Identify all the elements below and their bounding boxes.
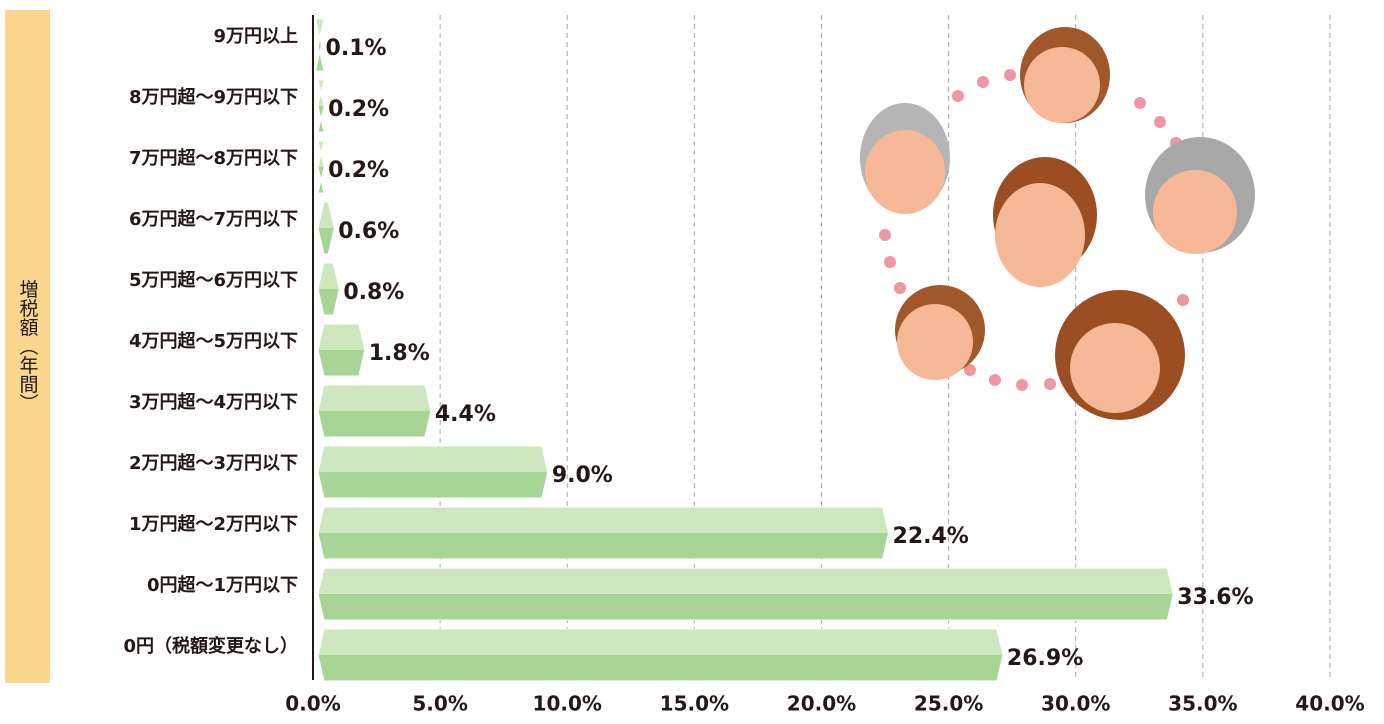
y-tick-label: 2万円超～3万円以下 [129, 452, 298, 474]
x-tick-label: 25.0% [914, 692, 983, 716]
x-tick-label: 10.0% [533, 692, 602, 716]
value-label: 0.8% [343, 280, 404, 305]
value-label: 4.4% [435, 402, 496, 427]
bar [318, 263, 339, 315]
y-tick-label: 7万円超～8万円以下 [129, 147, 298, 169]
bar [318, 202, 334, 254]
y-tick-label: 6万円超～7万円以下 [129, 208, 298, 230]
x-tick-label: 40.0% [1295, 692, 1364, 716]
bar [318, 507, 889, 559]
x-tick-label: 30.0% [1041, 692, 1110, 716]
x-tick-label: 35.0% [1168, 692, 1237, 716]
value-label: 22.4% [893, 524, 969, 549]
value-label: 0.1% [326, 36, 387, 61]
y-tick-label: 9万円以上 [213, 26, 298, 47]
y-tick-label: 8万円超～9万円以下 [129, 86, 298, 108]
y-tick-label: 0円超～1万円以下 [147, 574, 298, 596]
bar [318, 324, 365, 376]
y-tick-label: 4万円超～5万円以下 [129, 330, 298, 352]
value-label: 0.2% [328, 158, 389, 183]
value-label: 26.9% [1007, 646, 1083, 671]
x-tick-label: 0.0% [285, 692, 340, 716]
value-label: 0.2% [328, 97, 389, 122]
bar [318, 568, 1173, 620]
bar [318, 385, 431, 437]
bar [318, 80, 324, 132]
y-tick-label: 3万円超～4万円以下 [129, 391, 298, 413]
y-tick-label: 1万円超～2万円以下 [129, 513, 298, 535]
y-tick-label: 5万円超～6万円以下 [129, 269, 298, 291]
y-label: 増税額（年間） [17, 279, 39, 412]
y-tick-label: 0円（税額変更なし） [123, 635, 298, 657]
bar [316, 19, 324, 71]
illustration [860, 27, 1255, 420]
bar [318, 141, 324, 193]
x-tick-label: 15.0% [660, 692, 729, 716]
chart: 増税額（年間） 0.0% 5.0% 10.0% 15.0% 20.0% 25.0% 30.0… [0, 0, 1384, 720]
value-label: 1.8% [369, 341, 430, 366]
bar [318, 629, 1003, 681]
x-tick-label: 20.0% [787, 692, 856, 716]
x-tick-label: 5.0% [412, 692, 467, 716]
bar [318, 446, 548, 498]
value-label: 9.0% [552, 463, 613, 488]
value-label: 0.6% [338, 219, 399, 244]
value-label: 33.6% [1177, 585, 1253, 610]
